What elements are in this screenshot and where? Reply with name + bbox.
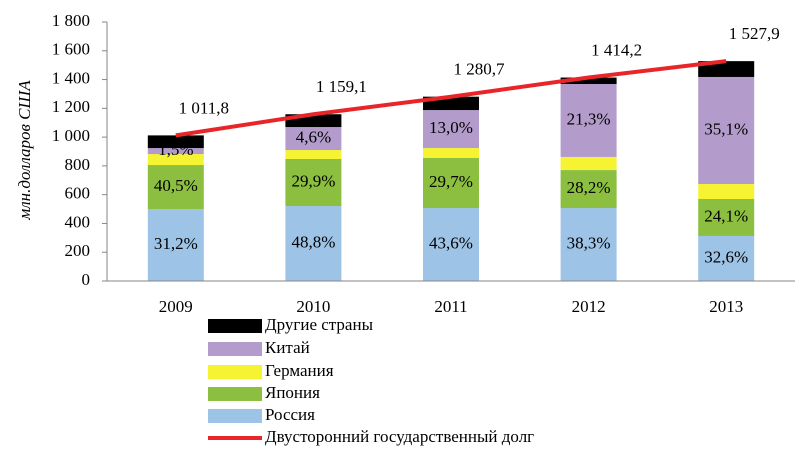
segment-label: 40,5% <box>154 176 198 195</box>
line-value-label: 1 280,7 <box>454 60 506 79</box>
x-tick-label: 2011 <box>434 297 467 316</box>
x-tick-label: 2012 <box>572 297 606 316</box>
x-tick-label: 2010 <box>296 297 330 316</box>
bar-segment <box>560 170 617 209</box>
bar-segment <box>698 76 755 185</box>
bar-segment <box>698 235 755 281</box>
legend-swatch <box>208 319 262 333</box>
y-tick-label: 800 <box>65 155 91 174</box>
segment-label: 4,6% <box>296 127 331 146</box>
segment-label: 29,9% <box>291 171 335 190</box>
segment-label: 35,1% <box>704 119 748 138</box>
legend-swatch <box>208 387 262 401</box>
legend-label: Двусторонний государственный долг <box>265 427 534 446</box>
y-tick-label: 600 <box>65 184 91 203</box>
legend-swatch <box>208 365 262 379</box>
y-tick-label: 1 800 <box>52 11 90 30</box>
bar-segment <box>698 198 755 236</box>
bar-segment <box>285 150 342 159</box>
line-value-label: 1 159,1 <box>316 77 367 96</box>
bar-segment <box>560 156 617 171</box>
y-tick-label: 1 200 <box>52 97 90 116</box>
bar-segment <box>147 148 204 155</box>
bar-segment <box>147 209 204 281</box>
bar-segment <box>423 110 479 149</box>
segment-label: 38,3% <box>567 233 611 252</box>
legend-label: Германия <box>265 361 334 380</box>
y-tick-label: 1 000 <box>52 126 90 145</box>
segment-label: 32,6% <box>704 247 748 266</box>
bar-segment <box>698 184 755 199</box>
bar-segment <box>423 208 479 281</box>
total-line <box>175 59 727 138</box>
bar-segment <box>698 61 755 77</box>
line-value-label: 1 527,9 <box>729 24 780 43</box>
line-value-label: 1 414,2 <box>591 40 642 59</box>
x-tick-label: 2013 <box>709 297 743 316</box>
segment-label: 21,3% <box>567 109 611 128</box>
legend-label: Другие страны <box>265 315 374 334</box>
legend-label: Япония <box>265 383 320 402</box>
x-tick-label: 2009 <box>159 297 193 316</box>
bar-segment <box>423 157 479 209</box>
y-tick-label: 1 400 <box>52 68 90 87</box>
y-tick-label: 200 <box>65 241 91 260</box>
bar-segment <box>147 135 204 149</box>
legend-label: Китай <box>265 338 310 357</box>
legend-swatch <box>208 342 262 356</box>
bar-segment <box>285 127 342 151</box>
legend-label: Россия <box>265 405 315 424</box>
bar-segment <box>560 208 617 281</box>
bar-segment <box>423 148 479 158</box>
segment-label: 24,1% <box>704 206 748 225</box>
line-value-label: 1 011,8 <box>179 98 229 117</box>
y-axis-label: млн.долларов США <box>15 80 34 221</box>
bar-segment <box>285 158 342 207</box>
segment-label: 29,7% <box>429 172 473 191</box>
bar-segment <box>147 165 204 210</box>
bar-segment <box>560 84 617 157</box>
y-tick-label: 0 <box>82 270 91 289</box>
bar-segment <box>285 206 342 281</box>
y-tick-label: 1 600 <box>52 40 90 59</box>
segment-label: 48,8% <box>291 232 335 251</box>
segment-label: 13,0% <box>429 118 473 137</box>
segment-label: 31,2% <box>154 234 198 253</box>
bar-segment <box>560 77 617 85</box>
bar-segment <box>147 154 204 166</box>
legend-swatch <box>208 409 262 423</box>
y-tick-label: 400 <box>65 212 91 231</box>
segment-label: 28,2% <box>567 178 611 197</box>
segment-label: 43,6% <box>429 233 473 252</box>
